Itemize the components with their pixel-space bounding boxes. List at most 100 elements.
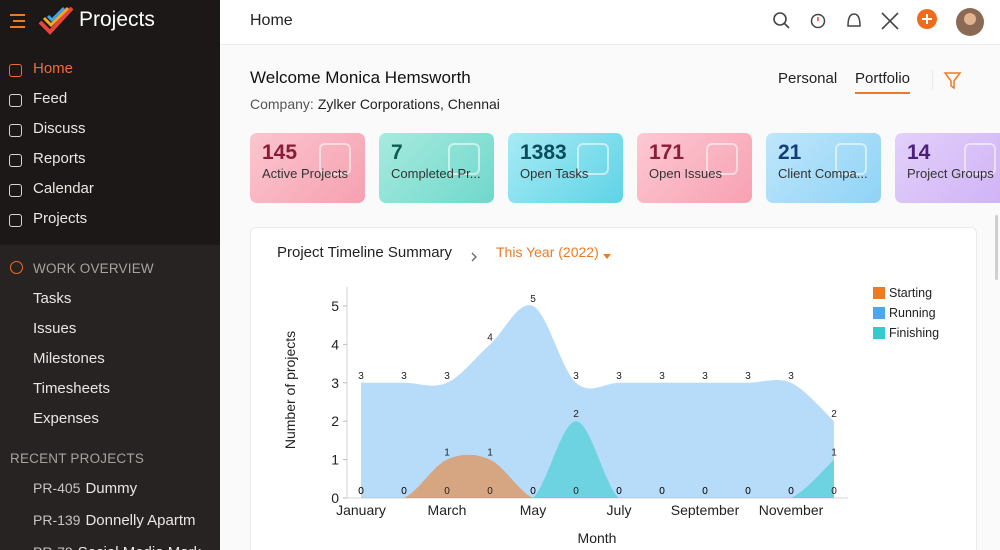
card-label: Open Tasks	[520, 166, 589, 181]
area	[361, 305, 834, 498]
sidebar: Projects Home Feed Discuss Reports Calendar P…	[0, 0, 220, 550]
area	[361, 454, 834, 498]
data-label: 0	[702, 486, 708, 497]
data-label: 0	[702, 486, 708, 497]
area	[361, 421, 834, 498]
card-icon	[964, 143, 996, 175]
y-tick-label: 4	[331, 336, 339, 352]
x-tick-label: May	[520, 502, 546, 518]
filter-icon[interactable]	[932, 70, 962, 92]
data-label: 2	[573, 409, 579, 420]
data-label: 0	[530, 486, 536, 497]
nav-item[interactable]: Milestones	[33, 350, 105, 367]
data-label: 0	[616, 486, 622, 497]
stat-card[interactable]: 21 Client Compa...	[766, 133, 881, 203]
card-value: 14	[907, 141, 931, 164]
chart-title: Project Timeline Summary	[277, 244, 453, 261]
data-label: 0	[659, 486, 665, 497]
app-title: Projects	[79, 8, 155, 31]
nav-item[interactable]: Issues	[33, 320, 77, 337]
recent-project[interactable]: PR-78 Social Media Mark	[33, 544, 203, 550]
x-tick-label: March	[428, 502, 467, 518]
x-axis-label: Month	[578, 530, 617, 546]
data-label: 0	[745, 486, 751, 497]
menu-icon[interactable]	[10, 13, 28, 29]
stat-card[interactable]: 171 Open Issues	[637, 133, 752, 203]
data-label: 3	[659, 371, 665, 382]
page-title: Home	[250, 12, 293, 29]
nav-item[interactable]: Reports	[33, 150, 86, 167]
recent-tools[interactable]	[158, 452, 206, 466]
section-icon[interactable]	[10, 261, 23, 274]
data-label: 3	[702, 371, 708, 382]
stat-card[interactable]: 1383 Open Tasks	[508, 133, 623, 203]
data-label: 0	[745, 486, 751, 497]
card-icon	[706, 143, 738, 175]
data-label: 0	[530, 486, 536, 497]
nav-icon	[9, 124, 22, 137]
y-tick-label: 2	[331, 413, 339, 429]
recent-project[interactable]: PR-139 Donnelly Apartm	[33, 512, 203, 529]
data-label: 3	[358, 371, 364, 382]
card-label: Open Issues	[649, 166, 722, 181]
data-label: 3	[444, 371, 450, 382]
nav-item[interactable]: Calendar	[33, 180, 94, 197]
x-tick-label: January	[336, 502, 386, 518]
card-value: 1383	[520, 141, 567, 164]
chart: Project Timeline Summary This Year (2022…	[277, 244, 939, 546]
project-id: PR-405	[33, 480, 81, 496]
project-name: Donnelly Apartm	[85, 512, 196, 529]
data-label: 3	[401, 371, 407, 382]
data-label: 0	[401, 486, 407, 497]
data-label: 2	[831, 409, 837, 420]
nav-item[interactable]: Timesheets	[33, 380, 110, 397]
toolbar-icons[interactable]	[770, 8, 1000, 38]
company: Company: Zylker Corporations, Chennai	[250, 96, 500, 112]
stat-card[interactable]: 145 Active Projects	[250, 133, 365, 203]
data-label: 0	[401, 486, 407, 497]
recent-project[interactable]: PR-405 Dummy	[33, 480, 203, 497]
scrollbar[interactable]	[995, 215, 998, 280]
x-tick-label: November	[759, 502, 824, 518]
legend-label: Finishing	[889, 326, 939, 340]
x-tick-label: September	[671, 502, 740, 518]
chevron	[471, 252, 477, 262]
data-label: 1	[831, 448, 837, 459]
legend-swatch	[873, 287, 885, 299]
nav-icon	[9, 64, 22, 77]
legend-label: Running	[889, 306, 936, 320]
data-label: 0	[788, 486, 794, 497]
y-tick-label: 3	[331, 375, 339, 391]
nav-item[interactable]: Tasks	[33, 290, 72, 307]
card-icon	[319, 143, 351, 175]
data-label: 5	[530, 294, 536, 305]
project-id: PR-139	[33, 512, 81, 528]
top-bar: Home	[220, 0, 1000, 45]
data-label: 0	[444, 486, 450, 497]
nav-item[interactable]: Home	[33, 60, 74, 77]
nav-item[interactable]: Projects	[33, 210, 88, 227]
y-tick-label: 0	[331, 490, 339, 506]
data-label: 0	[616, 486, 622, 497]
section-title[interactable]: WORK OVERVIEW	[33, 261, 154, 276]
app-logo	[38, 6, 74, 35]
tab[interactable]: Personal	[778, 70, 838, 87]
chart-filter[interactable]: This Year (2022)	[496, 244, 599, 260]
welcome-title: Welcome Monica Hemsworth	[250, 68, 471, 87]
dropdown-arrow[interactable]	[603, 254, 611, 259]
stat-card[interactable]: 7 Completed Pr...	[379, 133, 494, 203]
tab-active[interactable]: Portfolio	[855, 70, 911, 94]
x-tick-label: July	[607, 502, 632, 518]
data-label: 3	[788, 371, 794, 382]
data-label: 3	[745, 371, 751, 382]
data-label: 4	[487, 332, 493, 343]
data-label: 0	[358, 486, 364, 497]
nav-item[interactable]: Feed	[33, 90, 68, 107]
card-label: Completed Pr...	[391, 166, 481, 181]
legend-label: Starting	[889, 286, 932, 300]
nav-item[interactable]: Discuss	[33, 120, 86, 137]
card-value: 145	[262, 141, 298, 164]
stat-card[interactable]: 14 Project Groups	[895, 133, 1000, 203]
nav-item[interactable]: Expenses	[33, 410, 99, 427]
